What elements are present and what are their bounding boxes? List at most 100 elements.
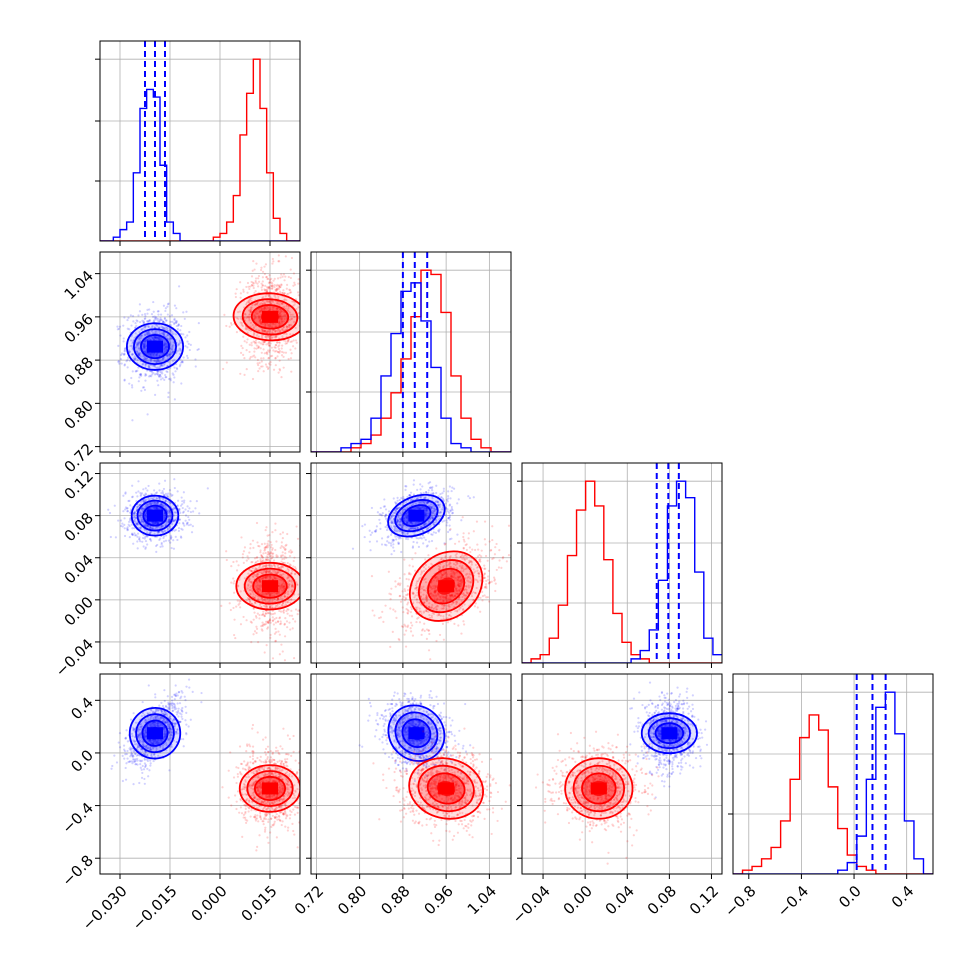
contour-blue [125, 322, 185, 371]
y-tick-label: 0.96 [61, 310, 97, 346]
x-tick-label: 1.04 [464, 882, 500, 918]
contour-red [427, 567, 466, 605]
contour-blue [141, 719, 169, 747]
contour-blue [387, 493, 446, 538]
x-tick-label: 0.80 [334, 882, 370, 918]
contour-red [232, 292, 300, 342]
y-tick-label: −0.04 [52, 635, 97, 680]
contour-red [250, 304, 290, 330]
contour-blue [133, 328, 177, 365]
x-tick-label: 0.00 [560, 882, 596, 918]
contour-blue [394, 499, 439, 533]
peak-blue [147, 727, 163, 740]
x-tick-label: −0.030 [79, 882, 131, 934]
peak-blue [147, 340, 163, 353]
contour-red [246, 770, 294, 807]
y-tick-label: 0.80 [61, 397, 97, 433]
x-tick-label: 0.0 [835, 882, 865, 912]
panel-frame [521, 673, 723, 875]
histogram-blue [100, 88, 300, 241]
contour-blue [647, 717, 691, 750]
y-tick-label: 0.04 [61, 551, 97, 587]
peak-blue [147, 509, 163, 522]
x-tick-label: −0.015 [129, 882, 181, 934]
contour-blue [130, 494, 180, 537]
histogram-red [311, 269, 511, 452]
panel-3-3 [728, 673, 934, 879]
panel-2-2 [517, 462, 723, 668]
histogram-red [522, 480, 722, 663]
x-tick-label: 0.88 [377, 882, 413, 918]
y-tick-label: 1.04 [61, 267, 97, 303]
x-tick-label: 0.96 [421, 882, 457, 918]
panel-1-2 [306, 462, 512, 668]
contour-red [417, 764, 475, 813]
x-tick-label: 0.72 [291, 882, 327, 918]
x-tick-label: −0.8 [721, 882, 759, 920]
histogram-blue [522, 480, 722, 663]
panel-0-3 [95, 673, 301, 879]
panel-1-3 [306, 673, 512, 879]
contour-red [241, 298, 299, 336]
y-tick-label: −0.8 [59, 851, 97, 889]
peak-red [262, 580, 278, 593]
contour-blue [136, 499, 174, 532]
contour-blue [654, 722, 685, 745]
panel-0-0 [95, 40, 301, 246]
peak-red [590, 782, 607, 795]
panel-frame [521, 462, 723, 664]
histogram-red [100, 58, 300, 241]
panel-frame [310, 251, 512, 453]
panel-frame [310, 673, 512, 875]
x-tick-label: 0.12 [686, 882, 722, 918]
contour-blue [401, 504, 432, 527]
peak-red [438, 782, 455, 795]
contour-blue [128, 706, 182, 760]
x-tick-label: −0.4 [774, 882, 812, 920]
contour-blue [394, 711, 439, 755]
contour-red [238, 764, 300, 813]
contour-blue [640, 712, 698, 755]
contour-blue [135, 713, 175, 754]
contour-blue [142, 504, 168, 527]
panel-frame [732, 673, 934, 875]
peak-red [438, 580, 455, 593]
contour-red [235, 561, 300, 611]
panel-0-1 [95, 251, 301, 457]
y-tick-label: −0.4 [59, 799, 97, 837]
contour-red [426, 772, 466, 805]
y-tick-label: 0.4 [67, 694, 97, 724]
contour-blue [387, 704, 446, 762]
x-tick-label: 0.000 [188, 882, 231, 925]
y-tick-label: 0.00 [61, 593, 97, 629]
panel-frame [99, 673, 301, 875]
x-tick-label: 0.4 [888, 882, 918, 912]
peak-blue [408, 509, 425, 522]
panel-frame [99, 462, 301, 664]
panel-2-3 [517, 673, 723, 879]
peak-red [262, 310, 278, 323]
y-tick-label: 0.88 [61, 353, 97, 389]
contour-blue [140, 334, 170, 360]
y-tick-label: 0.12 [61, 467, 97, 503]
contour-red [252, 573, 288, 599]
panel-0-2 [95, 462, 301, 668]
panel-frame [310, 462, 512, 664]
x-tick-label: −0.04 [509, 882, 554, 927]
y-tick-label: 0.72 [61, 440, 97, 476]
panel-frame [99, 40, 301, 242]
x-tick-label: 0.04 [602, 882, 638, 918]
y-tick-label: 0.0 [67, 746, 97, 776]
contour-red [564, 757, 634, 820]
y-tick-label: 0.08 [61, 509, 97, 545]
contour-red [581, 772, 617, 805]
peak-red [262, 782, 278, 795]
x-tick-label: 0.08 [644, 882, 680, 918]
contour-red [243, 567, 297, 605]
peak-blue [661, 727, 678, 740]
contour-red [253, 775, 287, 802]
histogram-blue [733, 691, 933, 874]
contour-red [408, 550, 484, 622]
histogram-red [733, 714, 933, 874]
